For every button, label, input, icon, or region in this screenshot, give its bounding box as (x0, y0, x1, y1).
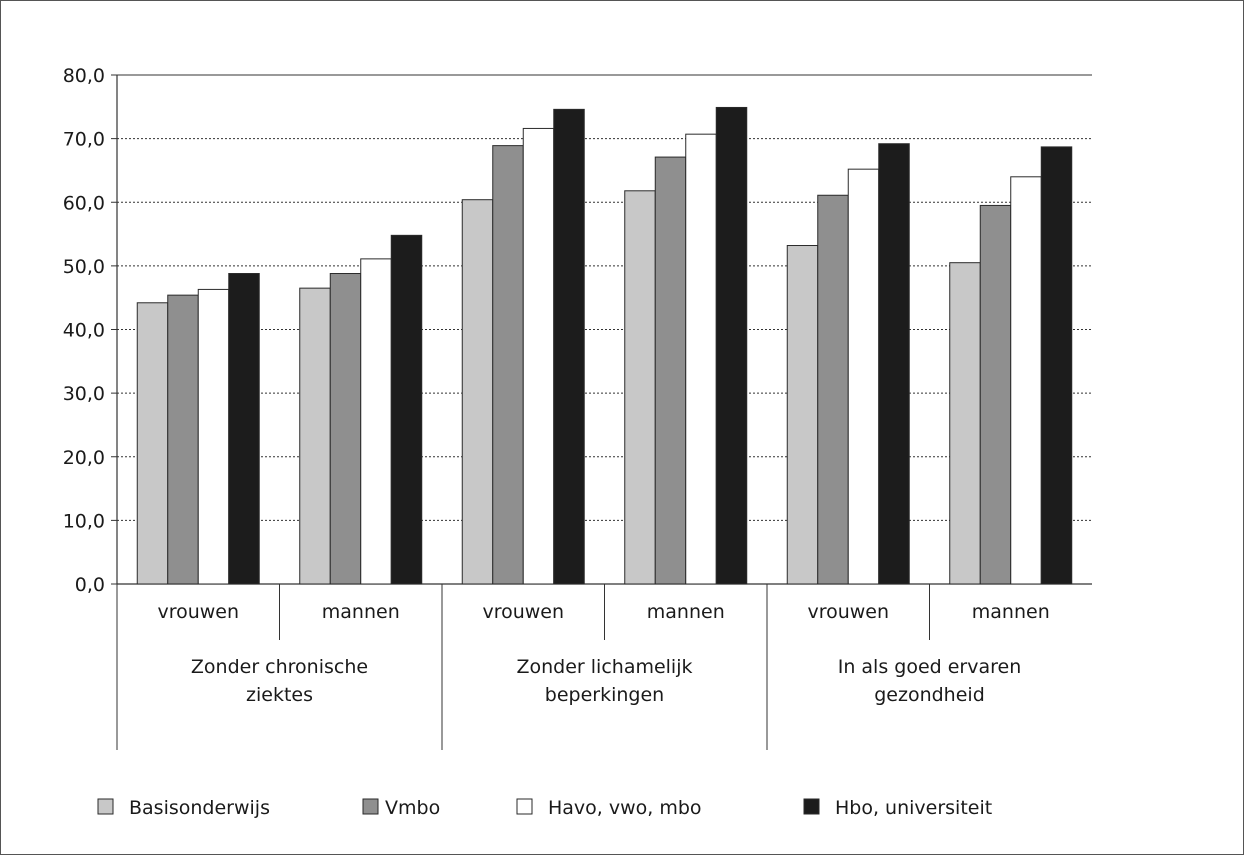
legend-swatch (803, 798, 820, 815)
bar (522, 127, 555, 585)
group-label: Zonder chronische (191, 656, 368, 678)
y-tick-label: 50,0 (63, 256, 105, 278)
bar (299, 287, 331, 585)
legend: Basisonderwijs Vmbo Havo, vwo, mbo Hbo, uni… (97, 797, 992, 819)
legend-label: Vmbo (385, 797, 440, 819)
bar (136, 302, 169, 585)
gridlines (117, 74, 1092, 521)
group-label: beperkingen (545, 684, 664, 706)
bar (228, 273, 260, 585)
bar (329, 273, 362, 585)
bar (197, 288, 230, 585)
bar (360, 258, 392, 585)
category-label: vrouwen (482, 601, 564, 623)
legend-swatch (97, 798, 114, 815)
bar (167, 294, 199, 585)
category-label: vrouwen (157, 601, 239, 623)
legend-swatch (362, 798, 379, 815)
axes (111, 74, 1092, 750)
bar (878, 143, 910, 585)
bars (136, 106, 1073, 585)
group-label: ziektes (246, 684, 313, 706)
bar (390, 234, 423, 585)
legend-label: Basisonderwijs (129, 797, 270, 819)
y-tick-label: 30,0 (63, 383, 105, 405)
y-tick-label: 40,0 (63, 320, 105, 342)
bar (847, 168, 880, 585)
y-tick-label: 20,0 (63, 447, 105, 469)
y-tick-label: 80,0 (63, 65, 105, 87)
group-label: Zonder lichamelijk (516, 656, 692, 678)
category-label: vrouwen (807, 601, 889, 623)
bar (949, 262, 981, 585)
bar (461, 199, 494, 585)
bar (624, 190, 656, 585)
bar (786, 245, 819, 585)
group-label: In als goed ervaren (838, 656, 1022, 678)
bar (492, 145, 524, 585)
bar (1010, 176, 1042, 585)
bar (685, 133, 717, 585)
category-label: mannen (972, 601, 1050, 623)
axis-labels: 80,0 70,0 60,0 50,0 40,0 30,0 20,0 10,0 0,0 vrouw… (63, 65, 1050, 706)
y-tick-label: 70,0 (63, 129, 105, 151)
y-tick-label: 60,0 (63, 192, 105, 214)
bar (979, 204, 1012, 585)
category-label: mannen (647, 601, 725, 623)
bar (553, 108, 585, 585)
legend-label: Havo, vwo, mbo (548, 797, 702, 819)
legend-label: Hbo, universiteit (835, 797, 992, 819)
y-tick-label: 0,0 (75, 574, 105, 596)
bar (654, 156, 687, 585)
category-label: mannen (322, 601, 400, 623)
legend-swatch (516, 798, 533, 815)
group-label: gezondheid (874, 684, 985, 706)
y-tick-label: 10,0 (63, 510, 105, 532)
bar (817, 194, 849, 585)
bar (715, 106, 748, 585)
bar (1040, 146, 1073, 585)
